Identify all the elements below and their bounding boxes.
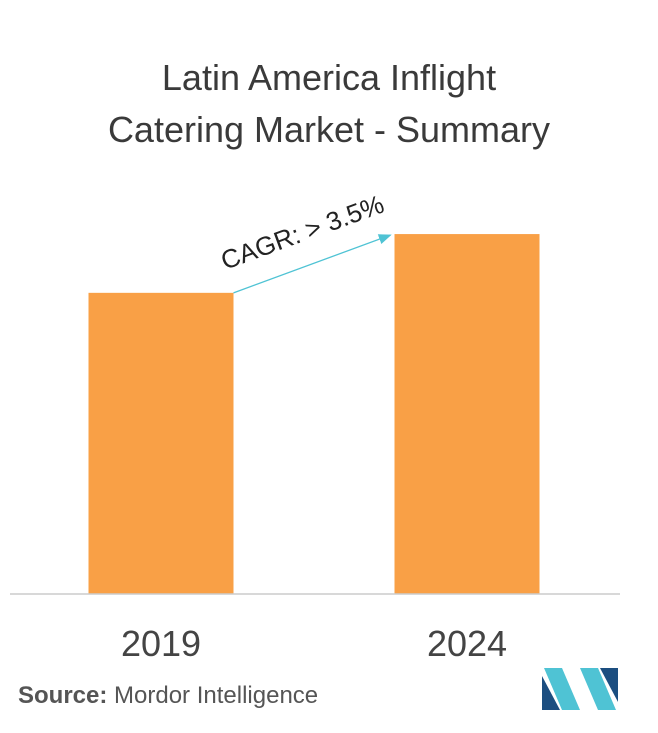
cagr-annotation: CAGR: > 3.5% [217,189,388,276]
chart-title-line-2: Catering Market - Summary [107,109,551,150]
chart-title: Latin America Inflight Catering Market -… [0,52,658,156]
bar-2024 [394,234,540,594]
bars-layer [88,234,540,594]
x-tick-label-2019: 2019 [121,623,201,664]
source-line: Source: Mordor Intelligence [18,682,318,710]
x-tick-label-2024: 2024 [427,623,507,664]
mordor-logo [542,668,618,710]
source-label: Source: [18,682,108,709]
cagr-arrow [233,234,392,294]
chart-title-line-1: Latin America Inflight [161,57,497,98]
source-value: Mordor Intelligence [114,682,319,709]
bar-2019 [88,292,234,594]
x-tick-labels: 2019 2024 [121,623,507,664]
